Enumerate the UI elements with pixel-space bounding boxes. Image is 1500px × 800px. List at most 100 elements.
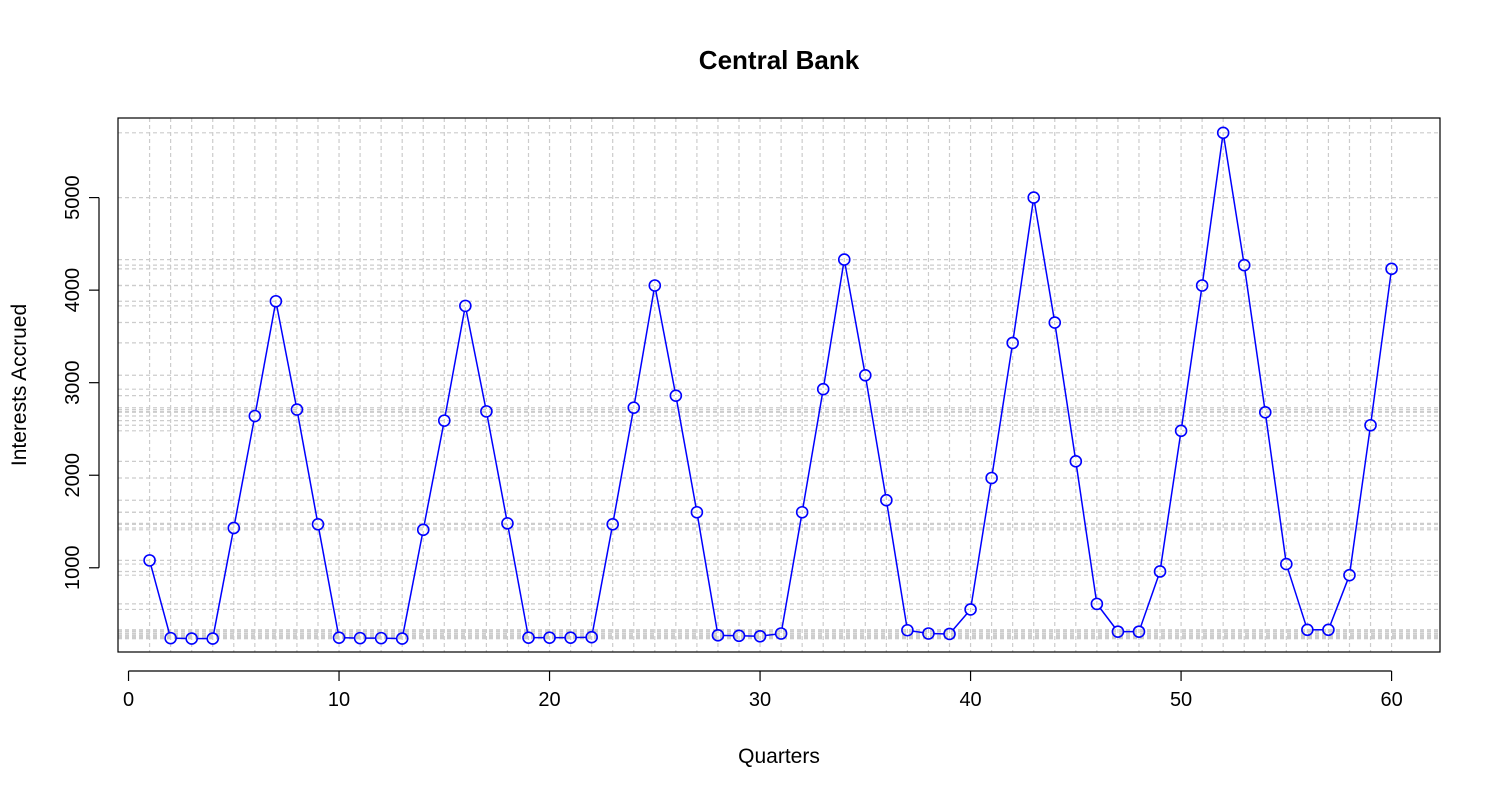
y-tick-label: 1000 bbox=[62, 546, 84, 591]
series-segment bbox=[970, 483, 992, 605]
data-point bbox=[311, 517, 325, 531]
series bbox=[143, 126, 1398, 645]
data-point bbox=[269, 294, 283, 308]
x-tick-label: 60 bbox=[1380, 689, 1402, 711]
x-tick-label: 20 bbox=[538, 689, 560, 711]
data-point bbox=[374, 631, 388, 645]
series-segment bbox=[213, 533, 234, 634]
series-segment bbox=[865, 380, 887, 495]
data-point bbox=[459, 299, 472, 313]
data-point bbox=[732, 629, 746, 643]
data-point bbox=[1385, 262, 1398, 276]
series-segment bbox=[886, 505, 908, 625]
data-point bbox=[1237, 258, 1251, 272]
data-point bbox=[922, 627, 935, 640]
grid bbox=[118, 118, 1440, 652]
series-segment bbox=[507, 528, 529, 633]
series-segment bbox=[633, 290, 655, 403]
data-point bbox=[859, 368, 872, 382]
data-point bbox=[143, 554, 156, 567]
data-point bbox=[248, 409, 262, 423]
data-point bbox=[711, 629, 725, 642]
y-axis-label: Interests Accrued bbox=[8, 304, 31, 466]
series-segment bbox=[234, 421, 255, 523]
data-point bbox=[1280, 557, 1293, 571]
x-tick-label: 40 bbox=[959, 689, 981, 711]
data-point bbox=[1195, 279, 1209, 292]
data-point bbox=[753, 629, 767, 643]
y-tick-label: 3000 bbox=[62, 360, 84, 405]
series-segment bbox=[1329, 580, 1349, 625]
data-point bbox=[206, 632, 220, 645]
data-point bbox=[543, 631, 556, 644]
x-tick-label: 50 bbox=[1170, 689, 1192, 711]
series-segment bbox=[591, 529, 613, 632]
series-segment bbox=[444, 311, 466, 416]
data-point bbox=[416, 523, 430, 537]
data-point bbox=[1090, 597, 1104, 611]
data-point bbox=[1069, 455, 1083, 468]
data-point bbox=[1132, 625, 1146, 638]
series-segment bbox=[1012, 202, 1034, 338]
data-point bbox=[332, 631, 346, 644]
series-segment bbox=[297, 414, 318, 520]
series-segment bbox=[486, 416, 508, 519]
series-segment bbox=[781, 517, 802, 629]
data-point bbox=[1111, 625, 1125, 638]
data-point bbox=[816, 382, 830, 396]
series-segment bbox=[1349, 430, 1371, 570]
series-segment bbox=[823, 264, 845, 384]
series-segment bbox=[844, 264, 866, 371]
x-tick-label: 10 bbox=[328, 689, 350, 711]
series-segment bbox=[991, 348, 1013, 473]
series-segment bbox=[465, 311, 487, 407]
series-segment bbox=[1140, 576, 1159, 627]
data-point bbox=[1006, 336, 1019, 350]
data-point bbox=[880, 493, 893, 507]
data-point bbox=[1027, 191, 1041, 204]
series-segment bbox=[1099, 607, 1116, 628]
data-point bbox=[395, 632, 409, 645]
data-point bbox=[774, 627, 788, 640]
series-segment bbox=[1223, 138, 1245, 260]
data-point bbox=[669, 389, 683, 402]
series-segment bbox=[402, 535, 423, 634]
y-tick-label: 2000 bbox=[62, 453, 84, 498]
data-point bbox=[480, 405, 493, 418]
data-point bbox=[1322, 623, 1335, 637]
series-segment bbox=[423, 425, 444, 525]
series-segment bbox=[676, 400, 697, 507]
y-tick-label: 4000 bbox=[62, 268, 84, 313]
series-segment bbox=[1202, 138, 1224, 281]
data-point bbox=[964, 603, 977, 616]
series-segment bbox=[1370, 274, 1392, 420]
data-point bbox=[648, 279, 662, 292]
data-point bbox=[943, 627, 956, 641]
series-segment bbox=[912, 630, 924, 634]
data-point bbox=[501, 517, 514, 530]
series-segment bbox=[1160, 436, 1182, 567]
series-segment bbox=[276, 306, 297, 405]
data-point bbox=[1364, 418, 1377, 432]
x-tick-label: 0 bbox=[123, 689, 134, 711]
data-point bbox=[1153, 565, 1167, 578]
data-point bbox=[1048, 316, 1062, 329]
series-segment bbox=[1075, 466, 1097, 599]
data-point bbox=[522, 631, 535, 644]
data-point bbox=[227, 521, 241, 535]
series-segment bbox=[1054, 327, 1076, 457]
x-tick-label: 30 bbox=[749, 689, 771, 711]
chart-title: Central Bank bbox=[699, 45, 860, 75]
series-segment bbox=[655, 290, 676, 391]
data-point bbox=[901, 623, 914, 637]
series-segment bbox=[1033, 202, 1055, 318]
data-point bbox=[795, 505, 809, 519]
data-point bbox=[164, 631, 177, 645]
series-segment bbox=[1265, 417, 1287, 559]
series-segment bbox=[1181, 290, 1203, 426]
data-point bbox=[1343, 568, 1356, 582]
data-point bbox=[1301, 623, 1314, 637]
y-tick-label: 5000 bbox=[62, 175, 84, 220]
series-segment bbox=[150, 565, 170, 634]
